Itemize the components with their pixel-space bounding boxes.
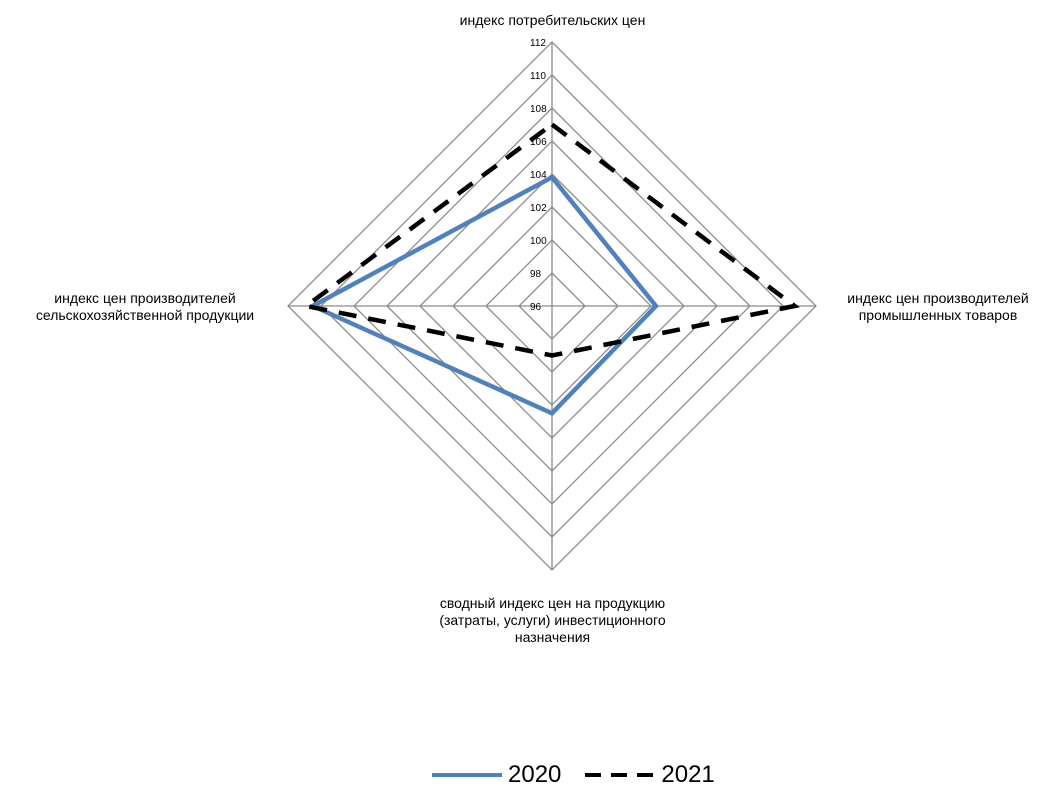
legend-swatch-2020 <box>430 766 504 784</box>
tick-label-96: 96 <box>530 302 542 313</box>
tick-label-112: 112 <box>530 38 546 49</box>
legend-label-2020: 2020 <box>508 761 561 789</box>
axis-label-agriculture: индекс цен производителей сельскохозяйст… <box>0 290 290 324</box>
tick-label-108: 108 <box>530 104 547 115</box>
tick-label-110: 110 <box>530 71 546 82</box>
legend: 2020 2021 <box>430 760 737 790</box>
axis-label-cpi: индекс потребительских цен <box>375 12 730 29</box>
tick-label-102: 102 <box>530 203 547 214</box>
legend-swatch-2021 <box>583 766 657 784</box>
legend-item-2021: 2021 <box>583 761 714 789</box>
tick-label-98: 98 <box>530 269 542 280</box>
axis-label-industrial: индекс цен производителей промышленных т… <box>818 290 1051 324</box>
legend-label-2021: 2021 <box>661 761 714 789</box>
series-line-2021 <box>306 125 794 356</box>
axis-label-investment: сводный индекс цен на продукцию (затраты… <box>395 595 710 646</box>
tick-label-100: 100 <box>530 236 547 247</box>
legend-item-2020: 2020 <box>430 761 561 789</box>
